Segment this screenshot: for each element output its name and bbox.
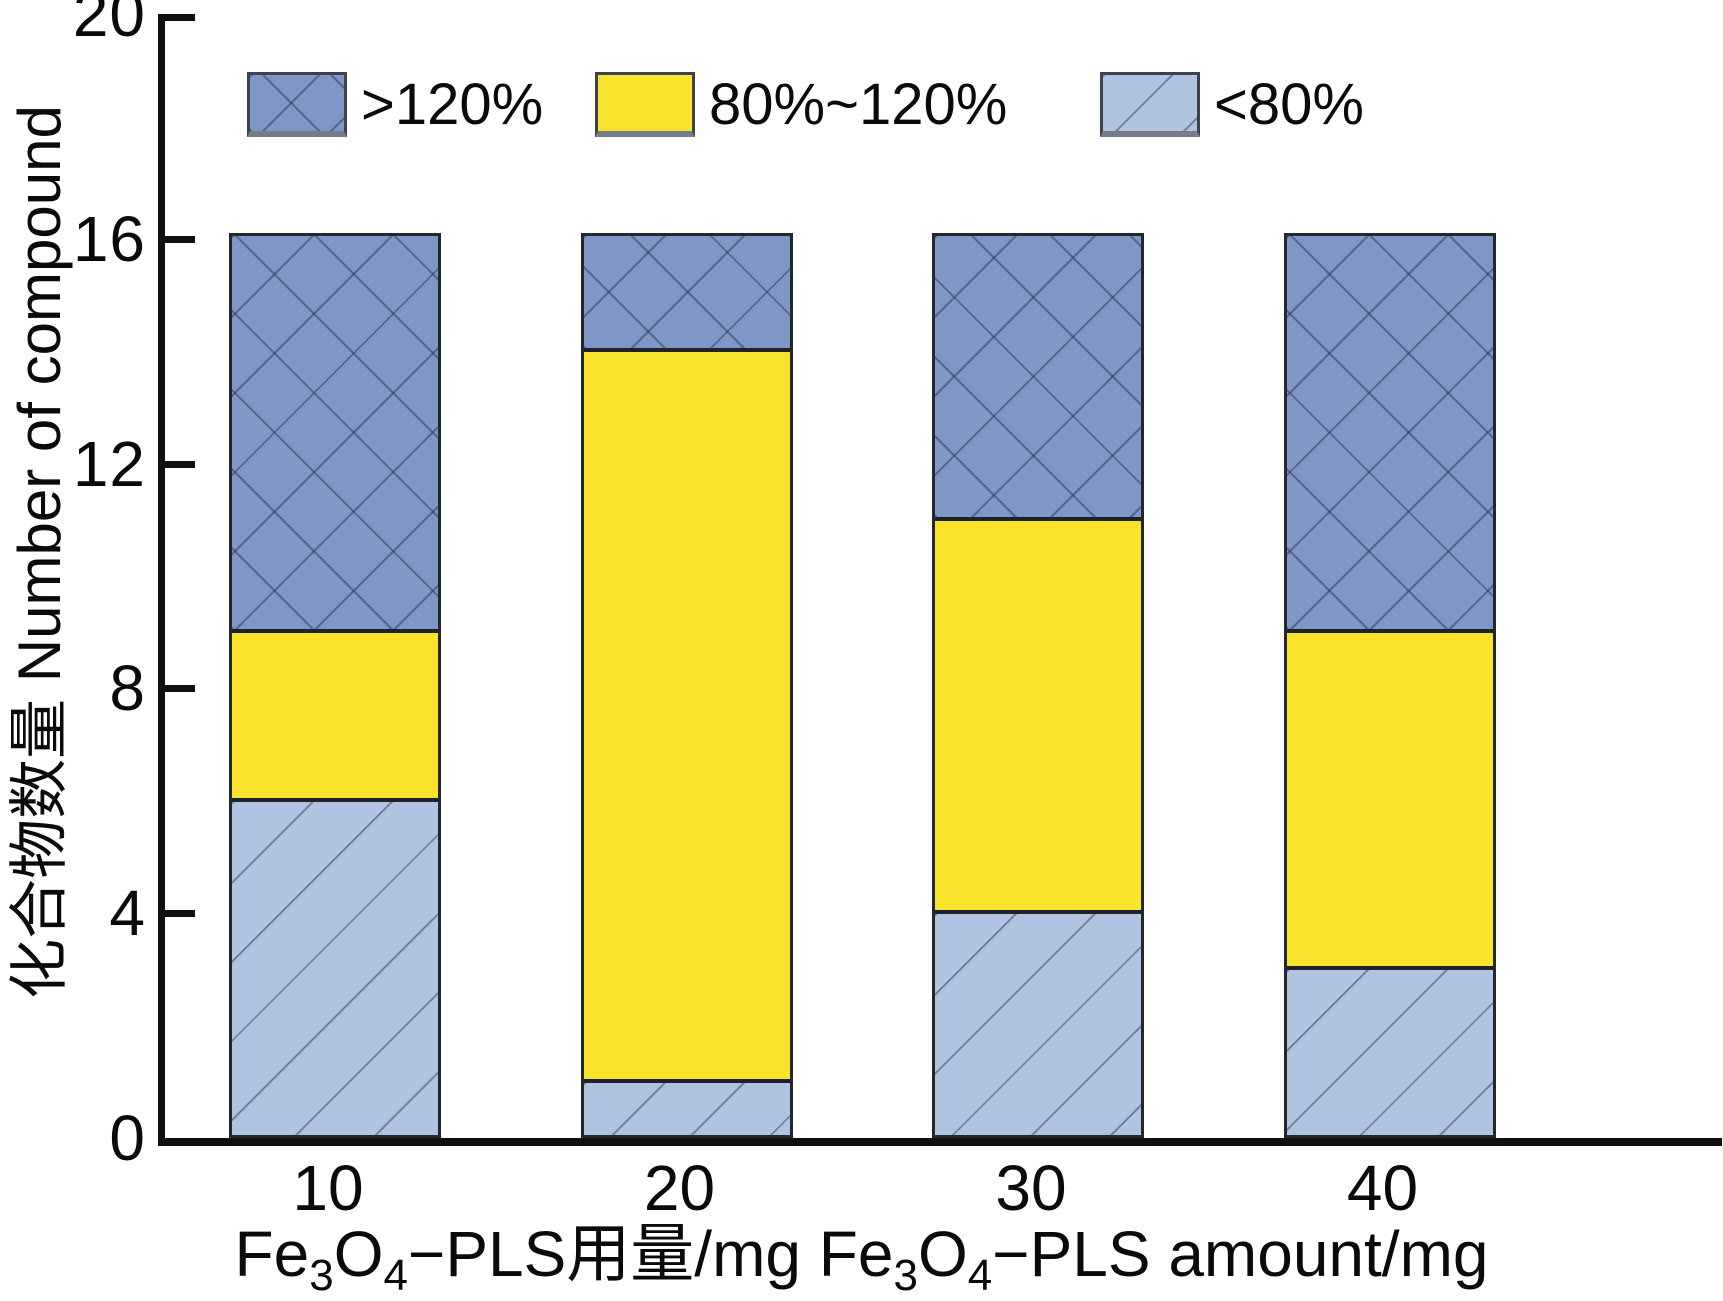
segment-80%~120%-40 bbox=[1286, 629, 1493, 967]
legend-swatch-80%~120% bbox=[595, 72, 695, 137]
y-tick-label: 20 bbox=[72, 0, 146, 50]
x-title-text: O bbox=[917, 1218, 968, 1290]
x-title-subscript: 3 bbox=[309, 1251, 334, 1300]
segment-80%~120%-30 bbox=[935, 516, 1141, 911]
x-axis-title: Fe3O4−PLS用量/mg Fe3O4−PLS amount/mg bbox=[0, 1222, 1723, 1298]
segment-80%~120%-20 bbox=[583, 348, 790, 1079]
y-tick-mark bbox=[165, 685, 195, 693]
bar-20 bbox=[580, 232, 793, 1138]
x-title-text: O bbox=[333, 1218, 384, 1290]
x-title-text: Fe bbox=[234, 1218, 310, 1290]
legend-label: 80%~120% bbox=[709, 71, 1008, 137]
x-tick-label: 40 bbox=[1346, 1152, 1419, 1224]
segment-80%~120%-10 bbox=[232, 629, 438, 798]
y-tick-mark bbox=[165, 460, 195, 468]
x-title-text: Fe bbox=[800, 1218, 894, 1290]
legend-swatch-<80% bbox=[1100, 72, 1200, 137]
segment-<80%-20 bbox=[583, 1078, 790, 1135]
y-tick-mark bbox=[165, 910, 195, 918]
legend-swatch->120% bbox=[247, 72, 347, 137]
bar-10 bbox=[229, 232, 441, 1138]
segment-<80%-40 bbox=[1286, 966, 1493, 1135]
y-tick-label: 8 bbox=[109, 652, 146, 725]
y-tick-mark bbox=[165, 14, 195, 21]
y-tick-mark bbox=[165, 235, 195, 243]
y-tick-label: 12 bbox=[72, 427, 146, 500]
x-title-text: −PLS用量/mg bbox=[407, 1218, 801, 1290]
legend-label: >120% bbox=[361, 71, 544, 137]
y-tick-label: 0 bbox=[109, 1102, 146, 1174]
legend-item-<80%: <80% bbox=[1100, 72, 1364, 137]
y-tick-label: 4 bbox=[109, 877, 146, 950]
legend-label: <80% bbox=[1214, 71, 1364, 137]
segment->120%-10 bbox=[232, 235, 438, 630]
segment->120%-30 bbox=[935, 235, 1141, 517]
x-tick-label: 30 bbox=[995, 1152, 1067, 1224]
x-title-subscript: 4 bbox=[383, 1251, 408, 1300]
x-tick-label: 10 bbox=[292, 1152, 364, 1224]
segment->120%-40 bbox=[1286, 235, 1493, 630]
x-title-text: −PLS amount/mg bbox=[992, 1218, 1489, 1290]
bar-40 bbox=[1283, 232, 1496, 1138]
plot-area: >120% 80%~120% <80% bbox=[158, 14, 1722, 1146]
segment->120%-20 bbox=[583, 235, 790, 349]
segment-<80%-30 bbox=[935, 910, 1141, 1135]
x-tick-label: 20 bbox=[643, 1152, 716, 1224]
y-tick-label: 16 bbox=[72, 202, 146, 275]
x-title-subscript: 4 bbox=[967, 1251, 993, 1300]
legend-item->120%: >120% bbox=[247, 72, 543, 137]
segment-<80%-10 bbox=[232, 797, 438, 1135]
legend-item-80%~120%: 80%~120% bbox=[595, 72, 1007, 137]
x-title-subscript: 3 bbox=[893, 1251, 918, 1300]
bar-30 bbox=[932, 232, 1144, 1138]
